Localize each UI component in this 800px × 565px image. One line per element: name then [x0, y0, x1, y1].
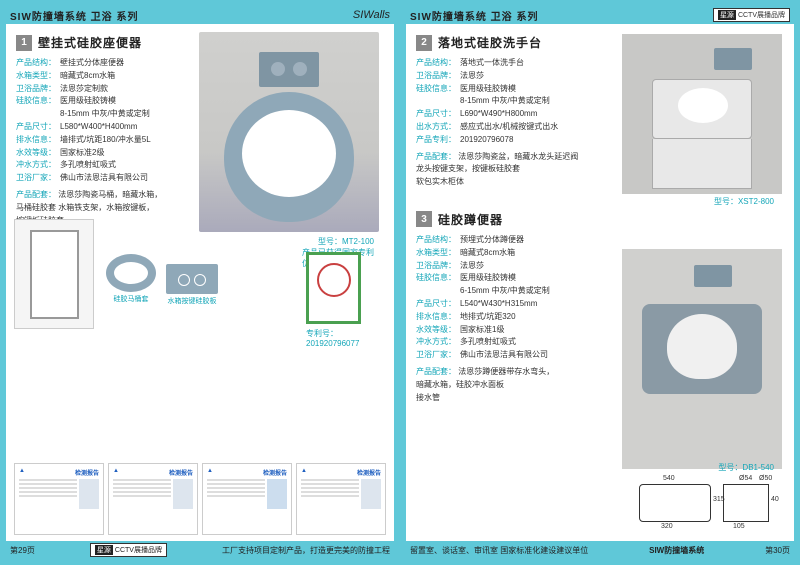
tank-cutaway-image — [14, 219, 94, 329]
sink-cabinet-icon — [652, 139, 752, 189]
test-reports-row: ▲检测报告 ▲检测报告 ▲检测报告 ▲检测报告 — [14, 463, 386, 535]
right-bottombar: 留置室、谈话室、审讯室 国家标准化建设建议单位 SIW防撞墙系统 第30页 — [406, 541, 794, 559]
page-num-right: 第30页 — [765, 545, 790, 556]
test-report-1: ▲检测报告 — [14, 463, 104, 535]
seat-ring-block: 硅胶马桶套 — [106, 254, 156, 306]
system-name: SIW防撞墙系统 — [649, 545, 704, 556]
product2-photo — [622, 34, 782, 194]
right-topbar: SIW防撞墙系统 卫浴 系列 星源 CCTV展播品牌 — [406, 6, 794, 24]
sink-icon — [652, 79, 752, 139]
product3-header: 3 硅胶蹲便器 — [416, 211, 784, 228]
flush-plate-icon — [259, 52, 319, 87]
product3-model: 型号：DB1-540 — [718, 462, 774, 473]
left-topbar: SIW防撞墙系统 卫浴 系列 SIWalls — [6, 6, 394, 24]
product2-model: 型号：XST2-800 — [714, 196, 774, 207]
product1-photo — [199, 32, 379, 232]
test-report-3: ▲检测报告 — [202, 463, 292, 535]
seat-ring-label: 硅胶马桶套 — [106, 294, 156, 304]
toilet-icon — [224, 92, 354, 222]
patent-label: 专利号： 201920796077 — [306, 328, 359, 348]
cctv-badge-bottom: 星源 CCTV展播品牌 — [90, 543, 167, 557]
product3-dimensions: 540 315 320 105 Ø54 Ø50 40 — [639, 478, 779, 533]
test-report-2: ▲检测报告 — [108, 463, 198, 535]
product2-number: 2 — [416, 35, 432, 51]
cctv-badge-top: 星源 CCTV展播品牌 — [713, 8, 790, 22]
small-plate-icon — [166, 264, 218, 294]
left-bottombar: 第29页 星源 CCTV展播品牌 工厂支持项目定制产品，打造更完美的防撞工程 — [6, 541, 394, 559]
product3-photo — [622, 249, 782, 469]
test-report-4: ▲检测报告 — [296, 463, 386, 535]
flush-plate-small-icon — [714, 48, 752, 70]
product1-model: 型号：MT2-100 — [318, 236, 374, 247]
product3-number: 3 — [416, 211, 432, 227]
patent-certificate — [306, 252, 361, 324]
factory-note: 工厂支持项目定制产品，打造更完美的防撞工程 — [222, 545, 390, 556]
right-page: SIW防撞墙系统 卫浴 系列 星源 CCTV展播品牌 2 落地式硅胶洗手台 产品… — [400, 0, 800, 565]
small-plate-label: 水箱按键硅胶板 — [166, 296, 218, 306]
page-num-left: 第29页 — [10, 545, 35, 556]
squat-toilet-icon — [642, 304, 762, 394]
product1-title: 壁挂式硅胶座便器 — [38, 34, 142, 51]
right-content: 2 落地式硅胶洗手台 产品结构：落地式一体洗手台卫浴品牌：法恩莎硅胶信息：医用级… — [406, 24, 794, 541]
product2-title: 落地式硅胶洗手台 — [438, 34, 542, 51]
left-content: 1 壁挂式硅胶座便器 产品结构：壁挂式分体座便器水箱类型：暗藏式8cm水箱卫浴品… — [6, 24, 394, 541]
catalog-spread: SIW防撞墙系统 卫浴 系列 SIWalls 1 壁挂式硅胶座便器 产品结构：壁… — [0, 0, 800, 565]
flush-plate-small-icon-2 — [694, 265, 732, 287]
left-header-title: SIW防撞墙系统 卫浴 系列 — [10, 8, 138, 23]
right-header-title: SIW防撞墙系统 卫浴 系列 — [410, 8, 538, 23]
product1-number: 1 — [16, 35, 32, 51]
flush-plate-block: 水箱按键硅胶板 — [166, 264, 218, 306]
dept-note: 留置室、谈话室、审讯室 国家标准化建设建议单位 — [410, 545, 588, 556]
product3-title: 硅胶蹲便器 — [438, 211, 503, 228]
brand-logo: SIWalls — [353, 9, 390, 21]
product1-accessories: 硅胶马桶套 水箱按键硅胶板 — [106, 254, 218, 306]
seat-ring-icon — [106, 254, 156, 292]
left-page: SIW防撞墙系统 卫浴 系列 SIWalls 1 壁挂式硅胶座便器 产品结构：壁… — [0, 0, 400, 565]
